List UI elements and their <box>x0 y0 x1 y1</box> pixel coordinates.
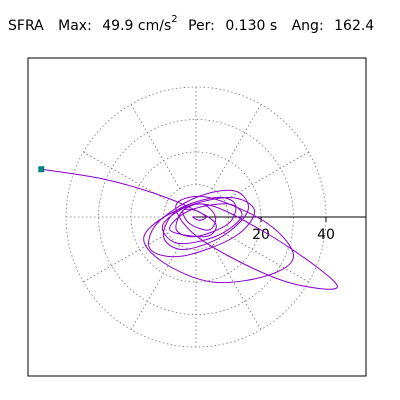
grid-spoke <box>223 151 309 202</box>
max-label: Max: <box>58 17 92 34</box>
x-axis: 20 40 <box>196 216 366 243</box>
grid-spoke <box>211 104 262 190</box>
series-layer <box>41 168 338 290</box>
per-label: Per: <box>188 17 215 34</box>
x-tick-label: 40 <box>317 227 335 243</box>
series-line <box>41 168 338 290</box>
peak-marker <box>38 166 45 173</box>
grid-spoke <box>130 104 181 190</box>
max-unit: cm/s2 <box>137 14 178 34</box>
grid-spoke <box>223 232 309 283</box>
x-tick-label: 20 <box>252 227 270 243</box>
ang-label: Ang: <box>291 17 324 34</box>
max-value: 49.9 <box>102 17 134 34</box>
marker-layer <box>38 166 45 173</box>
grid-spoke <box>211 244 262 330</box>
record-label: SFRA <box>8 17 44 34</box>
per-value: 0.130 s <box>225 17 278 34</box>
grid-spoke <box>130 244 181 330</box>
chart-header: SFRA Max: 49.9 cm/s2 Per: 0.130 s Ang: 1… <box>8 14 375 34</box>
ang-value: 162.4 <box>334 17 375 34</box>
grid-spoke <box>83 232 169 283</box>
